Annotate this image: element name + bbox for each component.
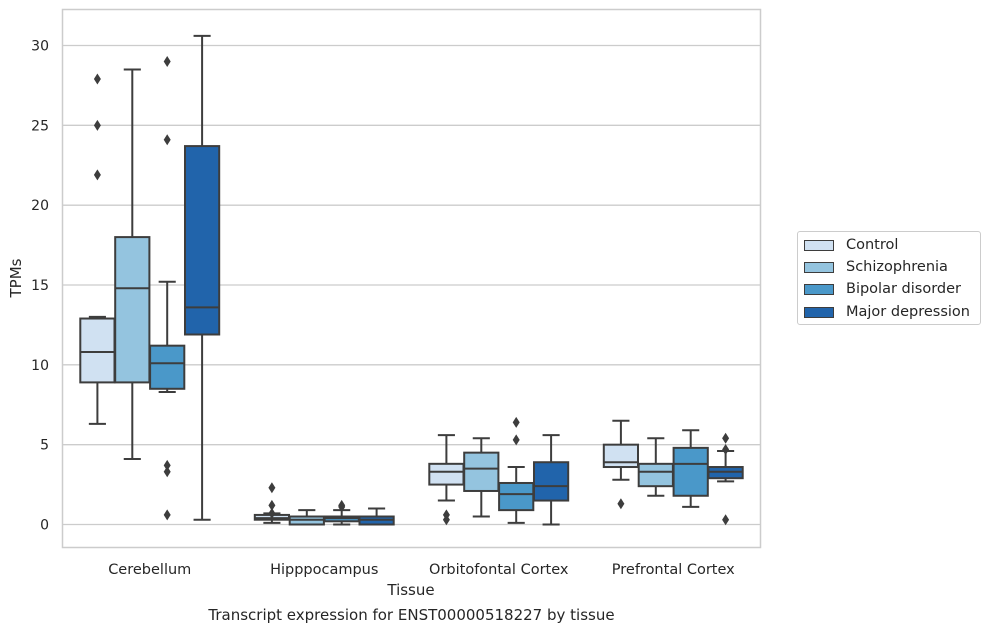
box-schizophrenia bbox=[463, 437, 500, 518]
legend-label-major-depression: Major depression bbox=[846, 304, 970, 320]
box-control bbox=[79, 73, 116, 425]
box-major-depression bbox=[358, 507, 395, 526]
box bbox=[183, 145, 221, 336]
box bbox=[602, 443, 640, 469]
outlier-point bbox=[93, 73, 101, 85]
box-schizophrenia bbox=[114, 68, 151, 461]
legend-item-control: Control bbox=[804, 235, 898, 255]
legend: Control Schizophrenia Bipolar disorder M… bbox=[797, 231, 981, 325]
legend-label-schizophrenia: Schizophrenia bbox=[846, 259, 948, 275]
outlier-point bbox=[93, 119, 101, 131]
legend-swatch-control bbox=[804, 239, 834, 251]
outlier-point bbox=[268, 482, 276, 494]
x-tick-label: Orbitofontal Cortex bbox=[429, 562, 569, 578]
box bbox=[114, 236, 151, 384]
y-tick-labels: 0 5 10 15 20 25 30 bbox=[31, 39, 49, 534]
chart-caption: Transcript expression for ENST0000051822… bbox=[208, 606, 615, 624]
y-tick-label: 10 bbox=[31, 358, 49, 374]
outlier-point bbox=[722, 514, 730, 526]
box-control bbox=[602, 419, 640, 510]
legend-label-control: Control bbox=[846, 237, 899, 253]
plot-frame bbox=[61, 8, 762, 549]
outlier-point bbox=[512, 416, 520, 428]
outlier-point bbox=[338, 499, 346, 511]
outlier-point bbox=[617, 498, 625, 510]
outlier-point bbox=[163, 134, 171, 146]
y-tick-label: 5 bbox=[40, 438, 49, 454]
box-bipolar-disorder bbox=[323, 499, 360, 526]
legend-swatch-major-depression bbox=[804, 306, 834, 318]
box-bipolar-disorder bbox=[672, 429, 709, 508]
box bbox=[672, 446, 709, 497]
box-bipolar-disorder bbox=[149, 55, 186, 521]
x-tick-label: Hipppocampus bbox=[270, 562, 378, 578]
outlier-point bbox=[722, 432, 730, 444]
y-axis-label: TPMs bbox=[7, 258, 25, 298]
legend-item-bipolar-disorder: Bipolar disorder bbox=[804, 279, 961, 299]
outlier-point bbox=[442, 509, 450, 521]
box-bipolar-disorder bbox=[498, 416, 535, 524]
outlier-point bbox=[268, 499, 276, 511]
legend-label-bipolar-disorder: Bipolar disorder bbox=[846, 281, 961, 297]
legend-swatch-bipolar-disorder bbox=[804, 283, 834, 295]
outlier-point bbox=[163, 55, 171, 67]
box bbox=[637, 462, 674, 488]
box bbox=[428, 462, 465, 486]
outlier-point bbox=[722, 443, 730, 455]
box bbox=[149, 344, 186, 390]
box bbox=[79, 317, 116, 384]
outlier-point bbox=[268, 507, 276, 519]
box-major-depression bbox=[707, 432, 744, 526]
outlier-point bbox=[93, 169, 101, 181]
x-tick-label: Prefrontal Cortex bbox=[612, 562, 735, 578]
box bbox=[498, 481, 535, 512]
outlier-point bbox=[512, 434, 520, 446]
x-tick-label: Cerebellum bbox=[108, 562, 191, 578]
box-schizophrenia bbox=[637, 437, 674, 497]
box-control bbox=[428, 434, 465, 526]
outlier-point bbox=[163, 509, 171, 521]
box-control bbox=[253, 482, 291, 524]
x-tick-labels: Cerebellum Hipppocampus Orbitofontal Corte… bbox=[108, 562, 735, 578]
legend-item-major-depression: Major depression bbox=[804, 302, 970, 322]
box-schizophrenia bbox=[288, 509, 325, 526]
outlier-point bbox=[163, 459, 171, 471]
y-tick-label: 30 bbox=[31, 39, 49, 55]
boxes bbox=[79, 34, 744, 526]
box bbox=[532, 461, 570, 502]
x-axis-label: Tissue bbox=[386, 581, 434, 599]
legend-swatch-schizophrenia bbox=[804, 261, 834, 273]
y-tick-label: 0 bbox=[40, 518, 49, 534]
legend-item-schizophrenia: Schizophrenia bbox=[804, 257, 948, 277]
y-tick-label: 25 bbox=[31, 118, 49, 134]
box-major-depression bbox=[532, 434, 570, 526]
box-major-depression bbox=[183, 34, 221, 521]
outlier-point bbox=[163, 466, 171, 478]
box bbox=[463, 451, 500, 492]
y-tick-label: 20 bbox=[31, 198, 49, 214]
y-tick-label: 15 bbox=[31, 278, 49, 294]
